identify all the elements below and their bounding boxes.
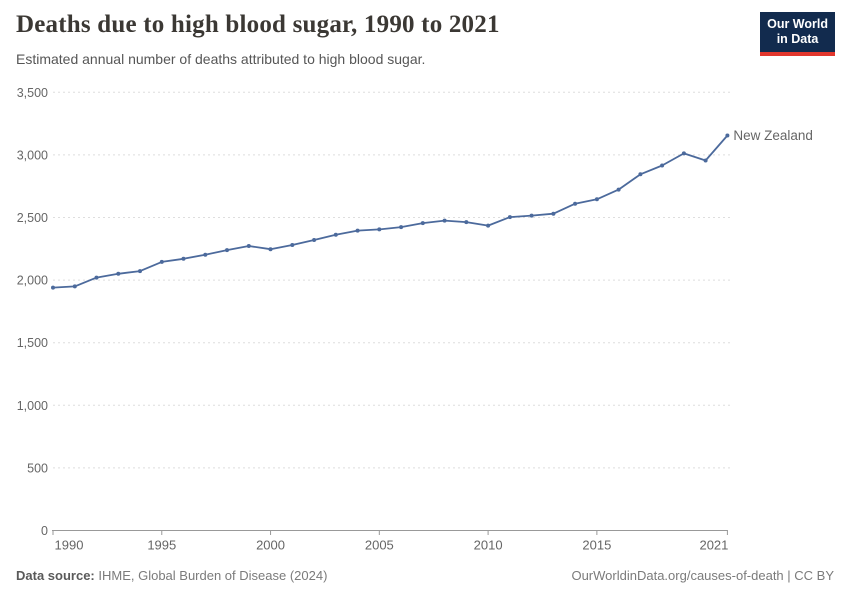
data-point[interactable] [681,151,686,156]
data-point[interactable] [72,284,77,289]
page-subtitle: Estimated annual number of deaths attrib… [16,51,426,67]
data-point[interactable] [312,238,317,242]
data-point[interactable] [507,215,512,220]
data-point[interactable] [616,187,621,192]
data-point[interactable] [529,213,534,218]
y-tick-label: 1,500 [17,336,48,350]
data-point[interactable] [420,221,425,226]
data-point[interactable] [116,271,121,276]
data-point[interactable] [638,172,643,177]
x-tick-label: 2000 [256,538,285,553]
x-tick-label: 1990 [55,538,84,553]
footer-license-link[interactable]: OurWorldinData.org/causes-of-death | CC … [571,568,834,583]
data-point[interactable] [225,248,229,253]
data-point[interactable] [464,220,469,225]
data-point[interactable] [333,232,338,237]
y-tick-label: 3,000 [17,148,48,162]
data-point[interactable] [181,256,186,261]
data-point[interactable] [399,225,404,230]
data-point[interactable] [355,228,360,233]
data-point[interactable] [573,201,578,206]
page-title: Deaths due to high blood sugar, 1990 to … [16,11,500,38]
data-point[interactable] [594,197,599,202]
data-source-label: Data source: [16,568,95,583]
data-point[interactable] [159,259,164,264]
x-tick-label: 2005 [365,538,394,553]
data-point[interactable] [551,211,556,216]
data-point[interactable] [94,275,99,280]
y-tick-label: 3,500 [17,86,48,100]
data-point[interactable] [290,243,295,247]
data-point[interactable] [203,252,208,257]
y-tick-label: 0 [41,524,48,538]
data-point[interactable] [246,244,251,248]
data-line[interactable] [52,134,729,289]
logo-line1: Our World [767,17,828,31]
x-tick-label: 1995 [147,538,176,553]
y-tick-label: 1,000 [17,399,48,413]
data-point[interactable] [442,218,447,223]
data-point[interactable] [51,285,55,290]
data-point[interactable] [377,227,382,232]
entity-label[interactable]: New Zealand [733,128,813,143]
y-tick-label: 500 [27,461,48,475]
x-tick-label: 2021 [699,538,728,553]
data-point[interactable] [660,163,665,168]
data-point[interactable] [268,247,273,252]
y-tick-label: 2,000 [17,274,48,288]
x-tick-label: 2010 [474,538,503,553]
data-source: Data source: IHME, Global Burden of Dise… [16,568,327,583]
data-point[interactable] [138,269,142,274]
data-point[interactable] [703,158,708,163]
data-point[interactable] [725,133,730,138]
data-point[interactable] [486,223,491,228]
x-tick-label: 2015 [582,538,611,553]
chart-footer: Data source: IHME, Global Burden of Dise… [16,568,834,583]
y-tick-label: 2,500 [17,211,48,225]
logo-line2: in Data [776,32,819,47]
owid-logo[interactable]: Our World in Data [760,12,835,56]
data-source-text: IHME, Global Burden of Disease (2024) [94,568,328,583]
